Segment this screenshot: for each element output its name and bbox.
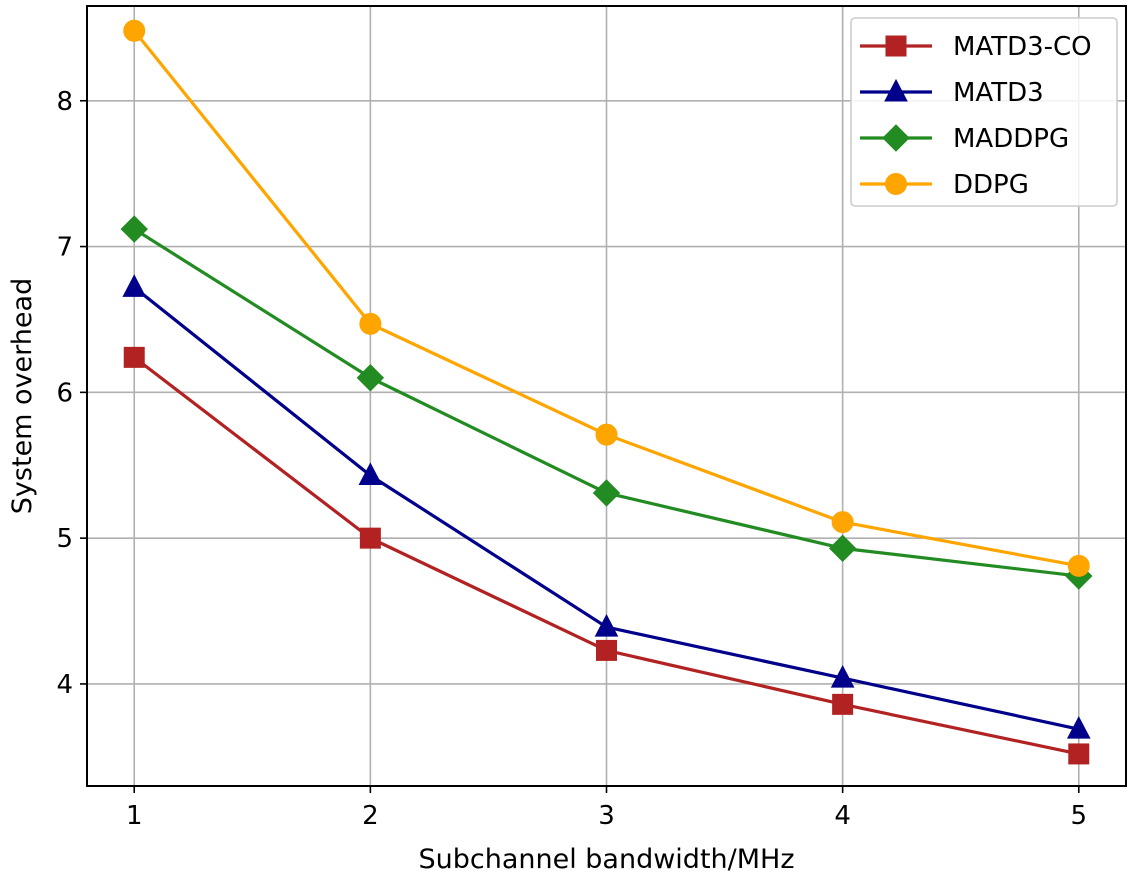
data-point-circle (1067, 554, 1090, 577)
legend-marker-triangle (884, 78, 908, 102)
legend-label: MADDPG (953, 124, 1069, 154)
data-point-square (1068, 743, 1090, 765)
data-point-square (359, 527, 381, 549)
series-ddpg (123, 19, 1090, 577)
legend-item: MADDPG (860, 124, 1069, 154)
data-point-square (123, 346, 145, 368)
legend-marker-diamond (882, 124, 910, 152)
x-tick-label: 2 (362, 801, 379, 831)
data-point-diamond (120, 215, 148, 243)
x-tick-label: 5 (1070, 801, 1087, 831)
data-point-triangle (594, 614, 619, 637)
data-point-square (596, 639, 617, 661)
data-point-circle (359, 312, 382, 335)
data-point-circle (123, 19, 146, 42)
series-maddpg (120, 215, 1093, 590)
series-layer (120, 19, 1093, 765)
y-tick-label: 8 (56, 87, 73, 117)
series-matd3-co (123, 346, 1090, 765)
data-point-triangle (1066, 716, 1091, 739)
legend-item: MATD3-CO (860, 32, 1092, 62)
data-point-square (832, 693, 854, 715)
data-point-triangle (830, 665, 855, 688)
data-point-diamond (356, 364, 385, 392)
data-point-diamond (828, 534, 857, 563)
legend: MATD3-CO MATD3 MADDPG DDPG (850, 17, 1118, 207)
x-tick-label: 4 (834, 801, 851, 831)
x-tick-label: 3 (598, 801, 615, 831)
x-tick-label: 1 (126, 801, 143, 831)
y-tick-label: 6 (56, 378, 73, 408)
axis-ticks: 1 2 3 4 5 4 5 6 7 8 (56, 87, 1087, 831)
legend-label: DDPG (953, 170, 1029, 200)
legend-box (850, 17, 1118, 207)
legend-item: MATD3 (860, 78, 1044, 108)
legend-label: MATD3 (953, 78, 1044, 108)
legend-item: DDPG (860, 170, 1029, 200)
y-axis-label: System overhead (7, 278, 38, 514)
data-point-circle (831, 511, 854, 534)
y-tick-label: 4 (56, 670, 73, 700)
y-tick-label: 7 (56, 233, 73, 263)
x-axis-label: Subchannel bandwidth/MHz (418, 844, 794, 875)
y-tick-label: 5 (56, 524, 73, 554)
series-matd3 (122, 274, 1091, 739)
data-point-triangle (122, 274, 147, 297)
legend-label: MATD3-CO (953, 32, 1092, 62)
data-point-triangle (358, 462, 383, 485)
legend-marker-circle (885, 173, 907, 195)
data-point-circle (595, 423, 618, 446)
legend-marker-square (885, 35, 907, 57)
data-point-diamond (592, 479, 621, 507)
